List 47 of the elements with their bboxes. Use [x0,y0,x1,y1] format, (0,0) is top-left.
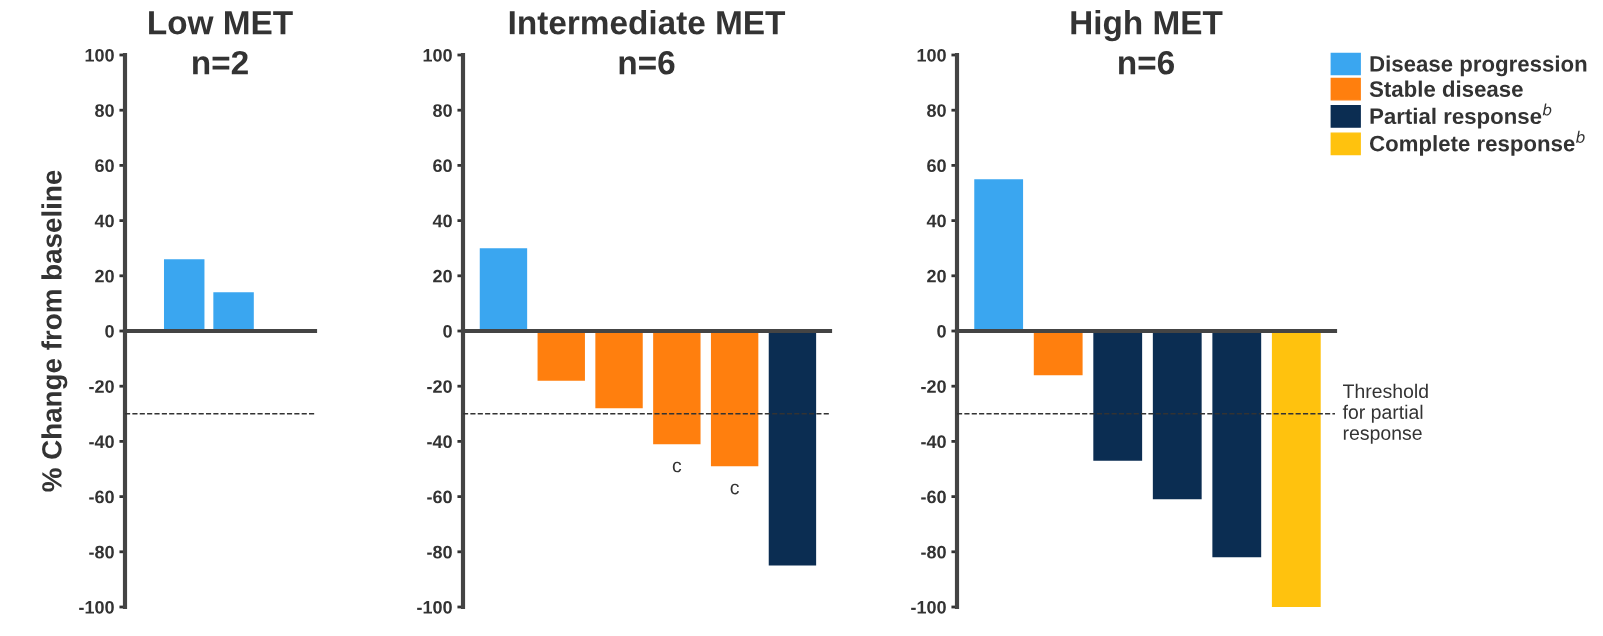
y-tick-label: -80 [89,545,114,559]
y-tick-label: -40 [427,435,452,449]
y-tick-label: 20 [95,269,114,283]
y-tick-label: -100 [417,600,452,614]
y-tick-label: -20 [89,380,114,393]
legend-label: Partial response$^{b}$ [1370,103,1552,129]
annotation: c [672,461,682,473]
y-tick-label: 0 [105,324,114,338]
chart-subtitle: n=6 [619,50,675,75]
y-tick-label: -80 [427,545,452,559]
chart-title: High MET [1071,10,1223,42]
y-tick-label: -60 [89,490,114,504]
ref-line-label: Threshold for partial response [1342,383,1428,444]
y-tick-label: 80 [433,104,452,117]
y-tick-label: 60 [927,159,946,173]
y-tick-label: 60 [95,159,114,173]
y-tick-label: 0 [443,324,452,338]
chart-title: Intermediate MET [509,10,786,35]
y-tick-label: -40 [921,435,946,449]
y-tick-label: -40 [89,435,114,449]
y-tick-label: -60 [427,490,452,504]
chart-subtitle: n=2 [193,50,248,75]
y-tick-label: 20 [927,269,946,283]
y-tick-label: -20 [427,380,452,393]
y-tick-label: -100 [911,600,946,614]
y-tick-label: 100 [423,48,452,62]
annotation: c [730,483,739,495]
y-tick-label: 0 [937,324,946,338]
legend-label: Complete response$^{b}$ [1369,130,1585,156]
y-tick-label: 40 [94,214,114,228]
legend-label: Disease progression [1370,55,1587,77]
y-tick-label: 80 [95,104,114,117]
y-tick-label: -80 [921,545,946,559]
y-tick-label: 40 [432,214,452,228]
y-tick-label: -100 [79,600,114,614]
y-tick-label: 100 [85,48,114,62]
y-tick-label: -20 [921,380,946,393]
y-axis-title: % Change from baseline [41,170,68,492]
chart-subtitle: n=6 [1119,50,1174,75]
y-tick-label: 40 [926,214,946,228]
legend-label: Stable disease [1369,80,1523,97]
y-tick-label: -60 [921,490,946,504]
chart-title: Low MET [149,11,293,35]
y-tick-label: 100 [917,48,946,62]
y-tick-label: 80 [927,104,946,117]
y-tick-label: 20 [433,269,452,283]
y-tick-label: 60 [433,159,452,173]
